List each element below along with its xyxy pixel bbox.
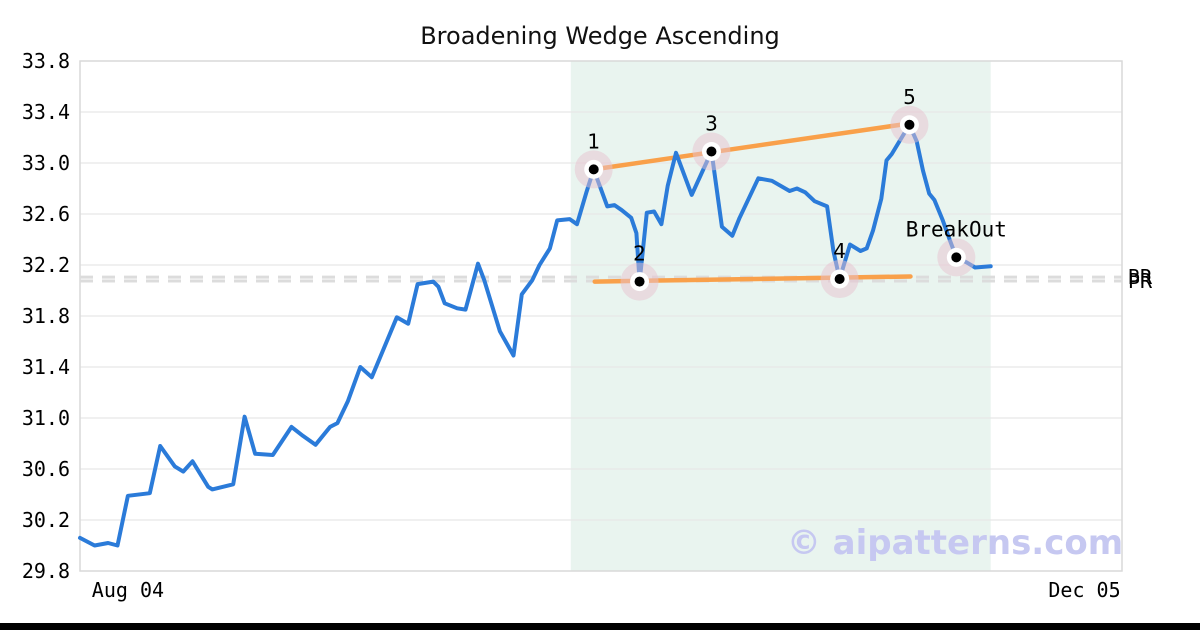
point-5-label: 5 bbox=[903, 85, 916, 109]
watermark: © aipatterns.com bbox=[787, 523, 1123, 563]
point-2-dot bbox=[634, 276, 645, 287]
y-tick-label: 31.0 bbox=[22, 406, 70, 430]
level-label-pr: PR bbox=[1128, 269, 1153, 293]
y-tick-label: 32.6 bbox=[22, 202, 70, 226]
point-4-dot bbox=[834, 274, 845, 285]
point-4-label: 4 bbox=[833, 239, 846, 263]
level-label-br: BR bbox=[1128, 265, 1153, 289]
point-2-label: 2 bbox=[633, 242, 646, 266]
y-tick-label: 33.8 bbox=[22, 49, 70, 73]
plot-border bbox=[79, 60, 1123, 572]
chart-title: Broadening Wedge Ascending bbox=[420, 22, 780, 50]
point-1-dot bbox=[588, 164, 599, 175]
point-3-label: 3 bbox=[705, 112, 718, 136]
y-tick-label: 31.8 bbox=[22, 304, 70, 328]
point-3-dot bbox=[706, 146, 717, 157]
y-tick-label: 33.0 bbox=[22, 151, 70, 175]
point-5-dot bbox=[904, 119, 915, 130]
breakout-dot bbox=[951, 252, 962, 263]
y-tick-label: 33.4 bbox=[22, 100, 70, 124]
x-tick-label: Dec 05 bbox=[1048, 578, 1120, 602]
bottom-border-bar bbox=[0, 623, 1200, 630]
y-tick-label: 32.2 bbox=[22, 253, 70, 277]
x-tick-label: Aug 04 bbox=[92, 578, 164, 602]
y-tick-label: 31.4 bbox=[22, 355, 70, 379]
point-1-label: 1 bbox=[587, 129, 600, 153]
upper-trendline bbox=[591, 121, 912, 172]
y-tick-label: 30.6 bbox=[22, 457, 70, 481]
breakout-label: BreakOut bbox=[906, 217, 1007, 241]
y-tick-label: 30.2 bbox=[22, 508, 70, 532]
y-tick-label: 29.8 bbox=[22, 559, 70, 583]
